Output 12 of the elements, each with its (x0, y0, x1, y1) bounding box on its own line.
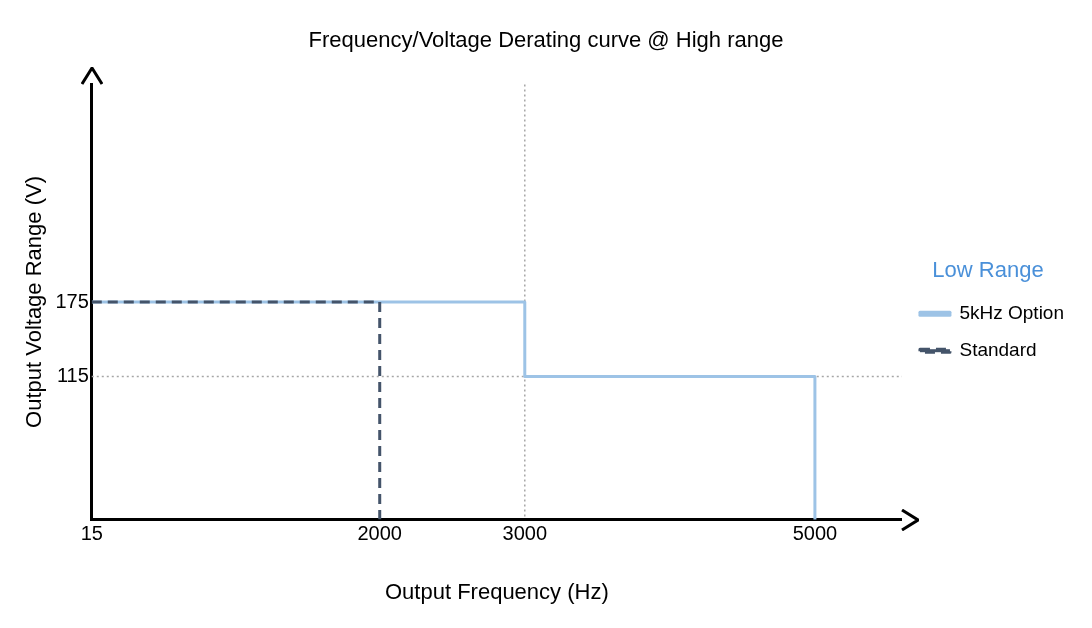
x-tick-label: 5000 (792, 522, 838, 545)
x-tick-label: 2000 (357, 522, 402, 545)
legend-label: 5kHz Option (959, 301, 1064, 323)
x-tick-label: 3000 (502, 522, 548, 545)
y-tick-label: 175 (55, 289, 89, 312)
legend-title: Low Range (932, 256, 1044, 282)
legend-label: Standard (959, 338, 1037, 360)
x-tick-label: 15 (80, 522, 103, 545)
y-tick-label: 115 (56, 364, 89, 387)
x-axis-title: Output Frequency (Hz) (384, 578, 609, 604)
y-axis-title: Output Voltage Range (V) (21, 176, 47, 428)
chart-title: Frequency/Voltage Derating curve @ High range (308, 27, 784, 53)
